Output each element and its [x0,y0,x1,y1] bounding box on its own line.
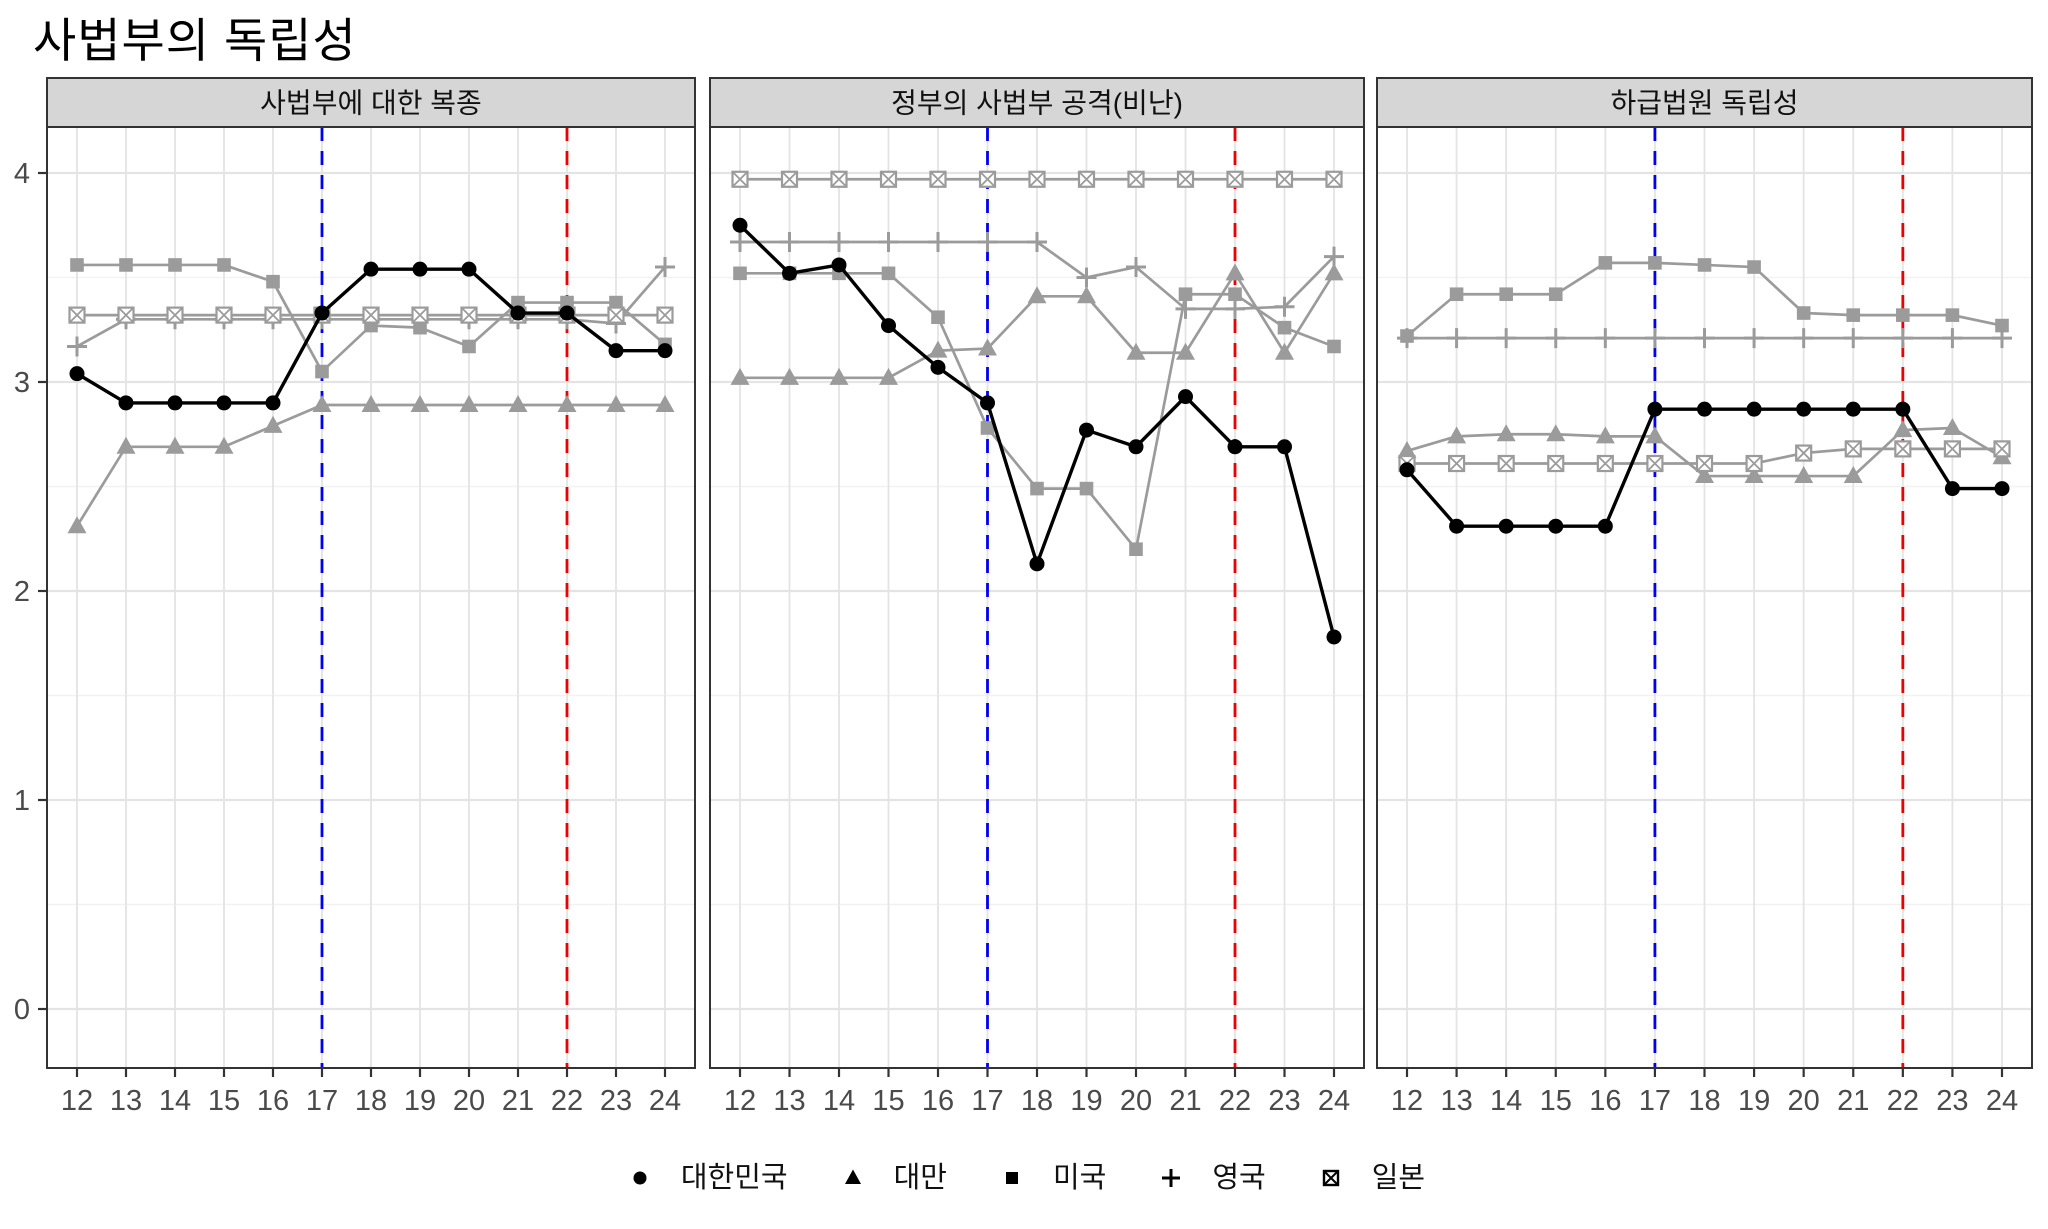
legend-label: 대한민국 [680,1161,788,1194]
panel-2: 정부의 사법부 공격(비난) 12 13 14 15 16 17 18 19 20 21 22 23 24 [709,77,1365,1117]
x-tick-label: 12 [1391,1085,1423,1117]
triangle-icon [844,1169,861,1184]
x-tick-label: 14 [159,1085,191,1117]
plus-icon [1162,1169,1181,1187]
x-tick-label: 20 [453,1085,485,1117]
series-plus [1397,328,2012,349]
x-tick-label: 16 [1589,1085,1621,1117]
legend-item-square: 미국 [995,1161,1106,1195]
x-tick-label: 21 [1169,1085,1201,1117]
x-tick-label: 22 [1887,1085,1919,1117]
x-tick-label: 15 [208,1085,240,1117]
series-triangle [730,263,1344,385]
series-square [1400,256,2009,343]
legend-label: 영국 [1212,1161,1266,1194]
series-circle [69,261,673,411]
y-tick-label: 0 [14,994,30,1026]
x-tick-label: 23 [1268,1085,1300,1117]
x-tick-label: 21 [502,1085,534,1117]
chart-title: 사법부의 독립성 [33,14,357,67]
x-tick-label: 16 [922,1085,954,1117]
x-tick-label: 14 [823,1085,855,1117]
panel-title: 사법부에 대한 복종 [260,88,482,119]
x-tick-label: 21 [1837,1085,1869,1117]
x-tick-label: 19 [404,1085,436,1117]
x-tick-label: 13 [110,1085,142,1117]
legend: 대한민국 대만 미국 영국 일본 [0,1150,2048,1206]
y-tick-label: 1 [14,785,30,817]
x-tick-label: 17 [971,1085,1003,1117]
legend-label: 대만 [893,1161,947,1194]
legend-item-square-x: 일본 [1314,1161,1425,1195]
series-triangle [1397,417,2012,484]
x-tick-label: 17 [306,1085,338,1117]
square-x-icon [1322,1169,1339,1187]
circle-icon [633,1171,647,1185]
panel-3: 하급법원 독립성 12 13 14 15 16 17 18 19 20 21 22 23 24 [1376,77,2033,1117]
square-icon [1005,1172,1018,1184]
x-tick-label: 16 [257,1085,289,1117]
x-tick-label: 17 [1639,1085,1671,1117]
series-square-x [731,170,1343,188]
x-tick-label: 19 [1738,1085,1770,1117]
series-triangle [67,394,675,534]
x-tick-label: 23 [600,1085,632,1117]
y-tick-label: 3 [14,367,30,399]
x-tick-label: 14 [1490,1085,1522,1117]
x-tick-label: 18 [355,1085,387,1117]
x-tick-label: 20 [1788,1085,1820,1117]
x-tick-label: 24 [649,1085,681,1117]
x-tick-label: 22 [551,1085,583,1117]
x-tick-label: 24 [1318,1085,1350,1117]
x-tick-label: 19 [1070,1085,1102,1117]
x-tick-label: 18 [1021,1085,1053,1117]
panel-1: 사법부에 대한 복종 12 13 14 15 16 17 18 19 20 21 22 23 24 [46,77,696,1117]
x-tick-label: 12 [61,1085,93,1117]
panel-title: 정부의 사법부 공격(비난) [891,88,1183,119]
series-plus [730,231,1344,319]
legend-label: 미국 [1052,1161,1107,1194]
x-tick-label: 23 [1936,1085,1968,1117]
x-tick-label: 18 [1688,1085,1720,1117]
panel-title: 하급법원 독립성 [1610,88,1798,119]
x-tick-label: 13 [773,1085,805,1117]
legend-item-plus: 영국 [1154,1161,1266,1195]
x-tick-label: 15 [872,1085,904,1117]
legend-item-circle: 대한민국 [623,1161,788,1195]
y-axis: 0 1 2 3 4 [14,158,47,1026]
x-tick-label: 13 [1440,1085,1472,1117]
x-tick-label: 12 [724,1085,756,1117]
panel-header [709,77,1365,128]
x-tick-label: 22 [1219,1085,1251,1117]
y-tick-label: 4 [14,158,30,190]
x-tick-label: 24 [1986,1085,2018,1117]
series-square-x [1398,440,2011,473]
x-tick-label: 20 [1120,1085,1152,1117]
series-circle [1399,401,2010,534]
x-tick-label: 15 [1540,1085,1572,1117]
legend-label: 일본 [1371,1161,1426,1194]
legend-item-triangle: 대만 [836,1161,947,1195]
series-circle [732,217,1342,645]
panel-header [1376,77,2033,128]
y-tick-label: 2 [14,576,30,608]
panel-header [46,77,696,128]
